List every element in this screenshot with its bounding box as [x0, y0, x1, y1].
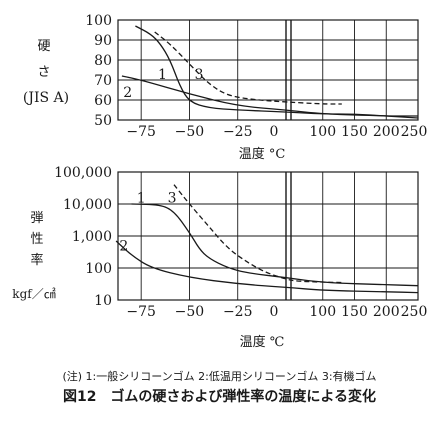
- x-tick-label: 100: [309, 304, 336, 320]
- y-tick-label: 50: [94, 113, 112, 129]
- x-tick-label: 150: [341, 124, 368, 140]
- x-tick-label: −25: [223, 124, 253, 140]
- series-line-1: [131, 203, 419, 287]
- curve-label: 3: [195, 67, 204, 83]
- x-axis-title: 温度 ℃: [240, 334, 285, 350]
- y-tick-label: 60: [94, 93, 112, 109]
- x-tick-label: −75: [126, 124, 156, 140]
- x-tick-label: 250: [401, 304, 428, 320]
- curve-label: 1: [158, 67, 167, 83]
- y-tick-label: 90: [94, 33, 112, 49]
- y-axis-title: 率: [30, 252, 43, 268]
- x-tick-label: 150: [341, 304, 368, 320]
- figure-number: 図12: [62, 389, 97, 405]
- series-line-2: [115, 240, 419, 294]
- x-tick-label: −50: [175, 304, 205, 320]
- y-tick-label: 10,000: [63, 197, 112, 213]
- x-tick-label: −25: [223, 304, 253, 320]
- x-tick-label: 200: [373, 304, 400, 320]
- curve-label: 3: [168, 191, 177, 207]
- figure-caption: 図12 ゴムの硬さおよび弾性率の温度による変化: [0, 386, 439, 406]
- figure-note: (注) 1:一般シリコーンゴム 2:低温用シリコーンゴム 3:有機ゴム: [62, 370, 377, 383]
- series-line-3: [154, 31, 342, 105]
- y-axis-title: さ: [37, 65, 50, 80]
- y-axis-unit: kgf／㎠: [12, 287, 55, 301]
- x-tick-label: 250: [401, 124, 428, 140]
- plot-frame: [117, 19, 419, 121]
- series-line-2: [121, 75, 418, 117]
- y-axis-title: 硬: [37, 39, 50, 54]
- y-axis-title: 弾: [30, 211, 43, 226]
- y-tick-label: 10: [94, 293, 112, 309]
- x-tick-label: 0: [270, 124, 279, 140]
- x-tick-label: 200: [373, 124, 400, 140]
- y-axis-title: (JIS A): [23, 90, 69, 106]
- curve-label: 2: [123, 85, 132, 101]
- x-tick-label: 0: [270, 304, 279, 320]
- curve-label: 1: [137, 191, 146, 207]
- y-axis-title: 性: [30, 232, 43, 247]
- y-tick-label: 1,000: [72, 229, 112, 245]
- x-tick-label: −50: [175, 124, 205, 140]
- curve-label: 2: [119, 239, 128, 255]
- y-tick-label: 100: [85, 261, 112, 277]
- y-tick-label: 80: [94, 53, 112, 69]
- y-tick-label: 100: [85, 13, 112, 29]
- figure-title: ゴムの硬さおよび弾性率の温度による変化: [110, 389, 377, 405]
- series-line-3: [173, 184, 342, 284]
- x-tick-label: 100: [309, 124, 336, 140]
- x-axis-title: 温度 °C: [239, 146, 286, 162]
- x-tick-label: −75: [126, 304, 156, 320]
- y-tick-label: 70: [94, 73, 112, 89]
- y-tick-label: 100,000: [54, 165, 112, 181]
